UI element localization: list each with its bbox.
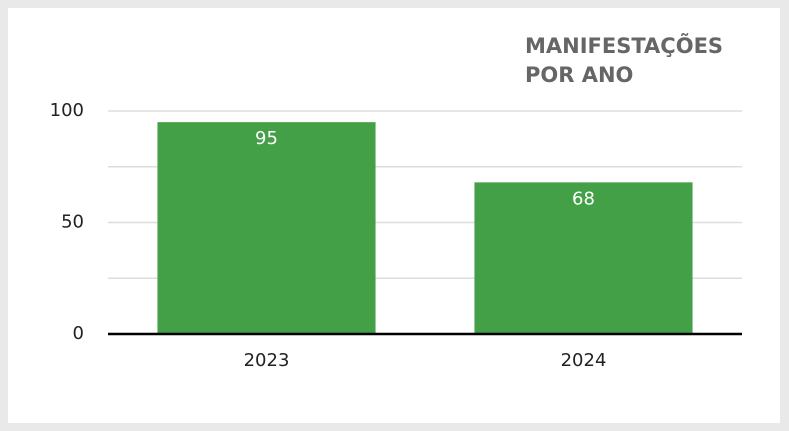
x-tick-label: 2024 bbox=[561, 350, 607, 371]
chart-title: MANIFESTAÇÕES POR ANO bbox=[525, 34, 724, 87]
bar bbox=[474, 182, 693, 334]
y-tick-label: 100 bbox=[50, 100, 84, 121]
y-tick-label: 0 bbox=[73, 323, 84, 344]
x-tick-label: 2023 bbox=[244, 350, 290, 371]
bar bbox=[157, 122, 376, 335]
value-label: 95 bbox=[255, 128, 278, 149]
value-label: 68 bbox=[572, 188, 595, 209]
y-tick-label: 50 bbox=[61, 212, 84, 233]
